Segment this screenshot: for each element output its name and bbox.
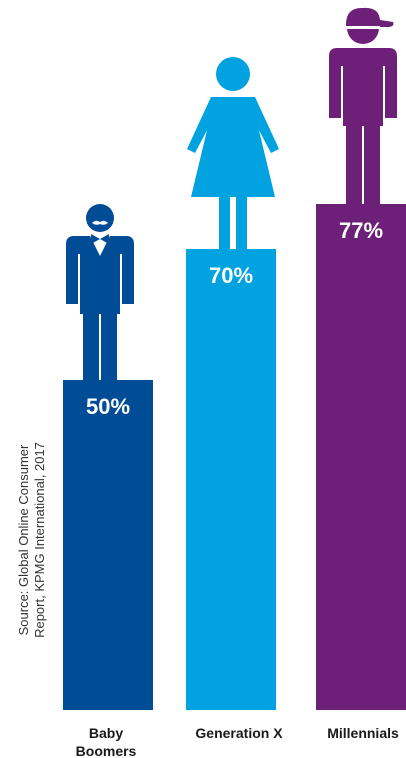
value-label-baby-boomers: 50% [86,394,130,419]
icon-leg-right [236,197,247,249]
icon-mustache [92,220,108,225]
icon-leg-right [101,314,117,380]
icon-torso [66,236,134,314]
category-label-baby-boomers-line-2: Boomers [76,743,137,758]
icon-head [216,57,250,91]
icon-bowtie [91,234,109,244]
category-label-millennials: Millennials [327,725,399,741]
icon-leg-left [346,126,362,204]
source-note: Source: Global Online Consumer Report, K… [16,410,48,670]
icon-head [86,204,114,232]
icon-leg-left [83,314,99,380]
person-with-cap-icon [329,7,397,204]
bar-baby-boomers [63,380,153,710]
icon-arm-gap-left [341,66,343,118]
bar-generation-x [186,249,276,710]
icon-cap [346,7,394,27]
icon-arm-gap-right [383,66,385,118]
icon-arms [187,97,279,153]
value-label-generation-x: 70% [209,263,253,288]
icon-cap-band [346,26,380,29]
icon-leg-right [364,126,380,204]
icon-arm-gap-right [120,254,122,304]
category-label-generation-x: Generation X [195,725,283,741]
woman-in-dress-icon [187,57,279,249]
icon-arm-gap-left [78,254,80,304]
icon-torso [329,48,397,126]
source-note-line-1: Source: Global Online Consumer [16,444,31,636]
man-with-mustache-bowtie-icon [66,204,134,380]
value-label-millennials: 77% [339,218,383,243]
icon-dress [191,97,275,197]
source-note-line-2: Report, KPMG International, 2017 [32,442,47,638]
icon-leg-left [219,197,230,249]
bar-millennials [316,204,406,710]
category-label-baby-boomers-line-1: Baby [89,725,123,741]
